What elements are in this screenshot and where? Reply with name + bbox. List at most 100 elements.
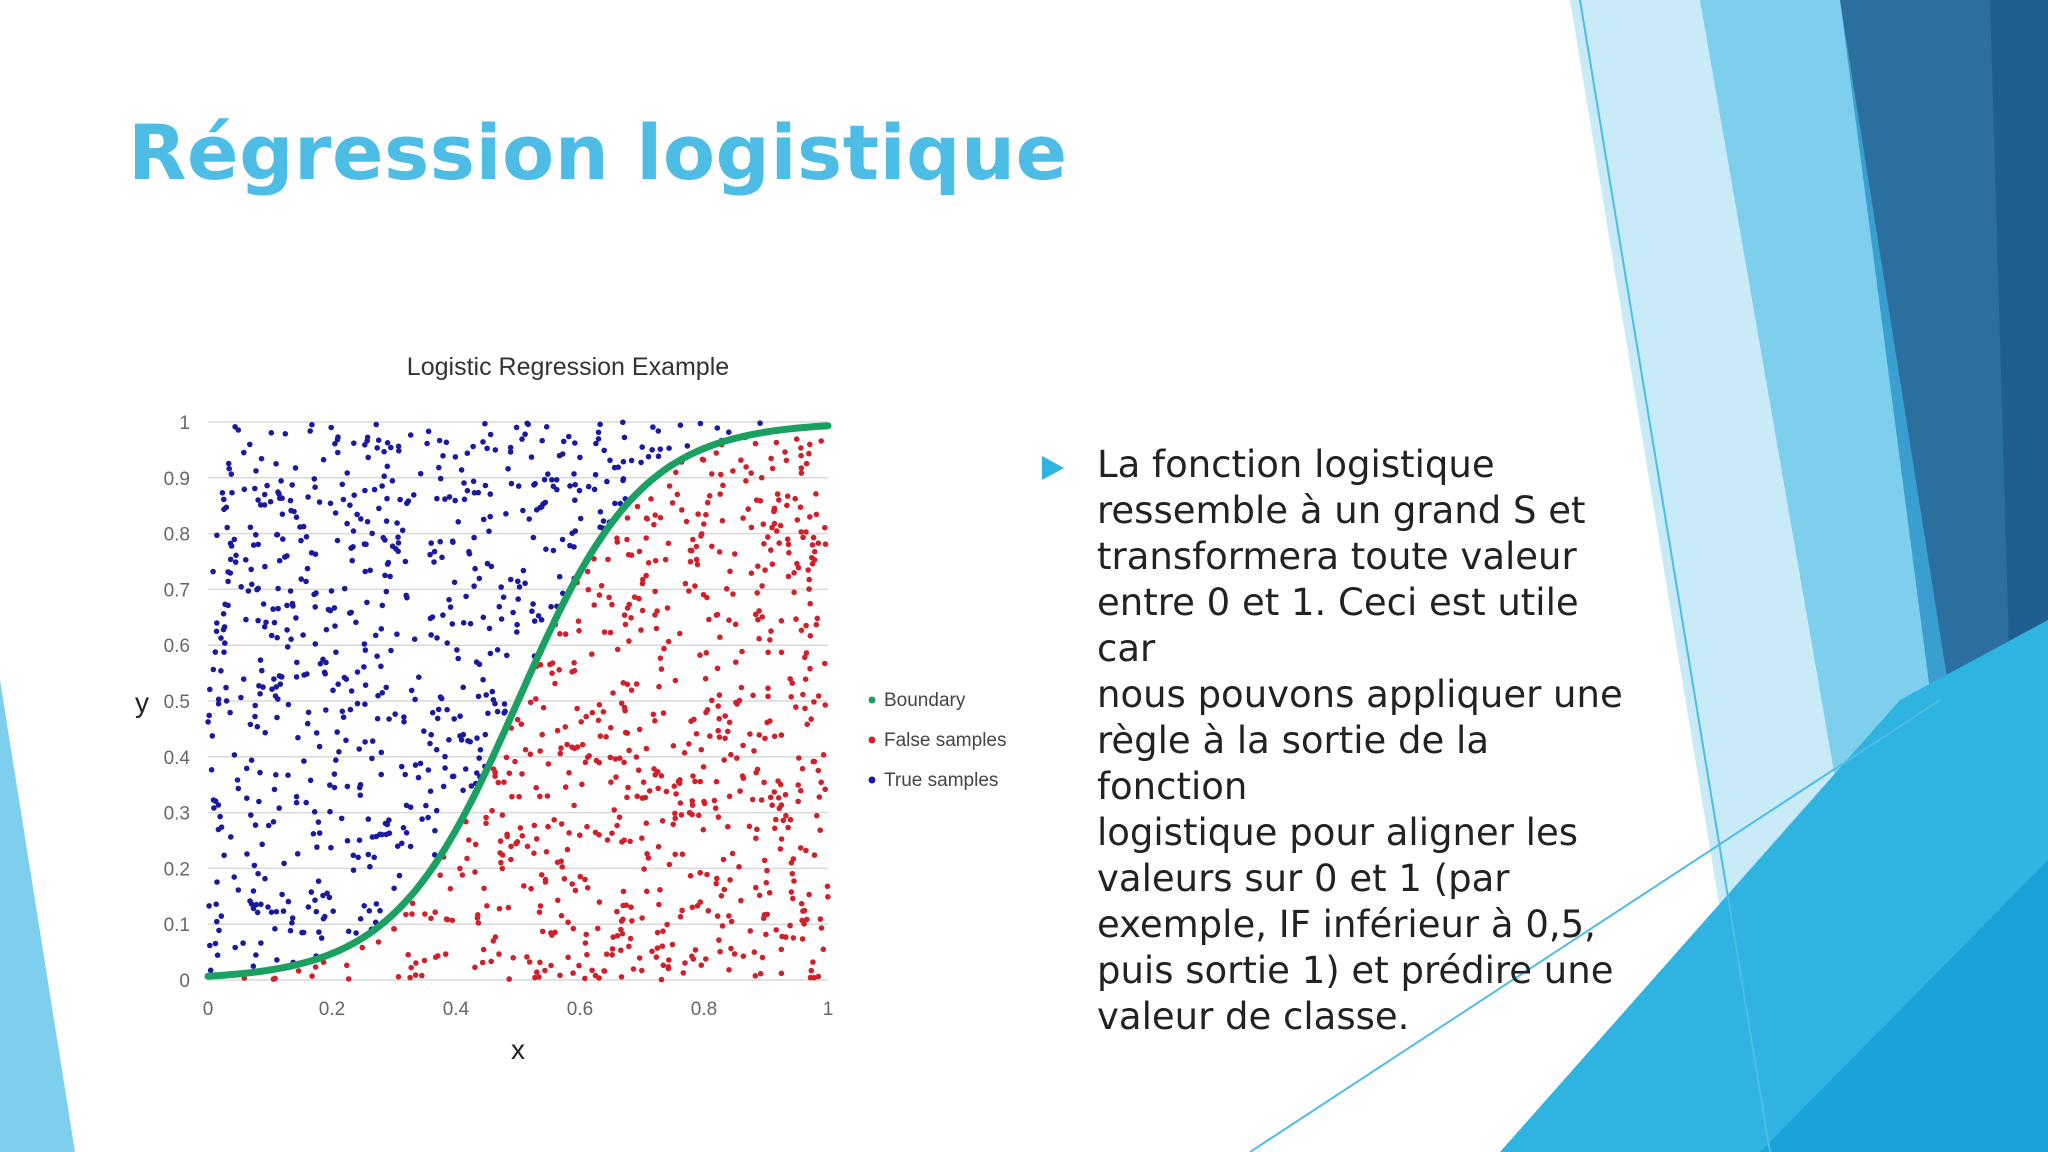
true-sample-point: [327, 808, 333, 815]
true-sample-point: [223, 684, 229, 691]
false-sample-point: [687, 558, 694, 565]
false-sample-point: [628, 615, 634, 621]
false-sample-point: [618, 947, 624, 954]
true-sample-point: [395, 534, 401, 540]
false-sample-point: [771, 789, 778, 795]
true-sample-point: [460, 620, 467, 626]
true-sample-point: [550, 483, 557, 490]
true-sample-point: [666, 445, 672, 451]
true-sample-point: [316, 830, 323, 836]
true-sample-point: [340, 496, 347, 503]
true-sample-point: [270, 819, 277, 825]
false-sample-point: [754, 766, 761, 773]
false-sample-point: [807, 633, 814, 639]
false-sample-point: [714, 665, 721, 672]
true-sample-point: [279, 495, 285, 501]
y-tick-label: 0.9: [164, 469, 190, 490]
true-sample-point: [308, 889, 315, 895]
true-sample-point: [344, 520, 350, 527]
true-sample-point: [726, 429, 732, 435]
true-sample-point: [394, 843, 401, 849]
false-sample-point: [766, 890, 773, 896]
false-sample-point: [720, 482, 726, 489]
false-sample-point: [634, 503, 641, 510]
false-sample-point: [752, 973, 759, 979]
true-sample-point: [399, 840, 405, 847]
y-tick-label: 0.2: [164, 859, 190, 880]
true-sample-point: [482, 420, 488, 427]
logistic-regression-chart: Logistic Regression Example 0 0.1 0.2 0.3 0.…: [135, 353, 1007, 1065]
true-sample-point: [218, 824, 225, 830]
true-sample-point: [383, 518, 390, 524]
false-sample-point: [769, 465, 776, 472]
true-sample-point: [223, 698, 230, 704]
false-sample-point: [527, 699, 534, 706]
false-sample-point: [669, 941, 676, 948]
true-sample-point: [285, 898, 292, 905]
false-sample-point: [822, 541, 829, 547]
false-sample-point: [566, 770, 572, 776]
true-sample-point: [507, 576, 514, 583]
x-tick-label: 0.6: [567, 999, 593, 1020]
false-sample-point: [631, 594, 638, 600]
false-sample-point: [805, 567, 811, 573]
false-sample-point: [803, 650, 810, 656]
false-sample-point: [749, 796, 756, 803]
false-sample-point: [778, 946, 785, 953]
true-sample-point: [218, 635, 224, 641]
chart-legend: Boundary False samples True samples: [868, 690, 1007, 791]
false-sample-point: [582, 759, 589, 766]
false-sample-point: [608, 724, 614, 731]
true-sample-point: [431, 559, 437, 565]
false-sample-point: [758, 797, 765, 803]
true-sample-point: [505, 466, 511, 472]
false-sample-point: [814, 812, 820, 819]
false-sample-point: [692, 778, 698, 785]
false-sample-point: [707, 733, 713, 739]
true-sample-point: [543, 424, 550, 430]
false-sample-point: [554, 727, 561, 734]
true-sample-point: [241, 486, 248, 493]
false-sample-point: [655, 843, 662, 850]
true-sample-point: [320, 892, 326, 899]
true-sample-point: [437, 694, 444, 700]
false-sample-point: [807, 665, 813, 672]
false-sample-point: [561, 876, 568, 882]
true-sample-point: [559, 536, 566, 543]
true-sample-point: [220, 611, 227, 617]
false-sample-point: [640, 576, 646, 583]
true-sample-point: [318, 935, 325, 941]
true-sample-point: [225, 578, 231, 585]
false-sample-point: [693, 731, 700, 737]
false-sample-point: [715, 703, 721, 709]
false-sample-point: [628, 687, 635, 693]
false-sample-point: [475, 912, 481, 918]
false-sample-point: [765, 685, 771, 691]
false-sample-point: [514, 716, 521, 723]
true-sample-point: [214, 952, 221, 958]
false-sample-point: [803, 622, 809, 629]
false-sample-point: [600, 709, 607, 715]
false-sample-point: [703, 650, 710, 656]
true-sample-point: [436, 437, 443, 444]
false-sample-point: [651, 521, 657, 528]
false-sample-point: [531, 822, 538, 829]
true-sample-point: [274, 957, 280, 963]
false-sample-point: [490, 938, 497, 944]
true-sample-point: [440, 453, 446, 459]
true-sample-point: [444, 640, 451, 646]
true-sample-point: [293, 514, 300, 520]
true-sample-point: [205, 719, 211, 725]
false-sample-point: [636, 595, 642, 602]
false-sample-point: [672, 810, 678, 817]
true-sample-point: [313, 590, 319, 596]
false-sample-point: [727, 568, 733, 575]
false-sample-point: [759, 954, 766, 961]
true-sample-point: [530, 601, 536, 607]
false-sample-point: [627, 935, 634, 942]
true-sample-point: [257, 657, 264, 663]
true-sample-point: [366, 908, 373, 914]
true-sample-point: [222, 601, 228, 608]
true-sample-point: [280, 536, 286, 542]
true-sample-point: [353, 930, 359, 936]
